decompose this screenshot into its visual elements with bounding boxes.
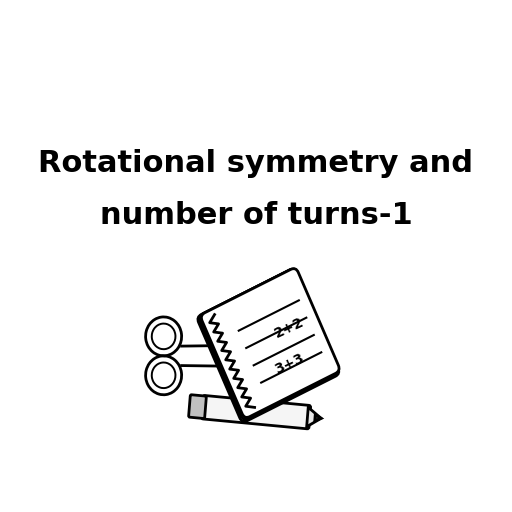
- FancyBboxPatch shape: [200, 269, 338, 419]
- Polygon shape: [315, 415, 321, 421]
- FancyBboxPatch shape: [198, 269, 339, 421]
- Polygon shape: [307, 408, 321, 426]
- FancyBboxPatch shape: [188, 395, 206, 418]
- Text: 2+2: 2+2: [272, 315, 306, 340]
- Text: number of turns-1: number of turns-1: [100, 201, 412, 229]
- FancyBboxPatch shape: [201, 269, 339, 417]
- FancyBboxPatch shape: [201, 395, 311, 429]
- Text: 3+3: 3+3: [272, 351, 306, 376]
- Text: Rotational symmetry and: Rotational symmetry and: [38, 150, 474, 178]
